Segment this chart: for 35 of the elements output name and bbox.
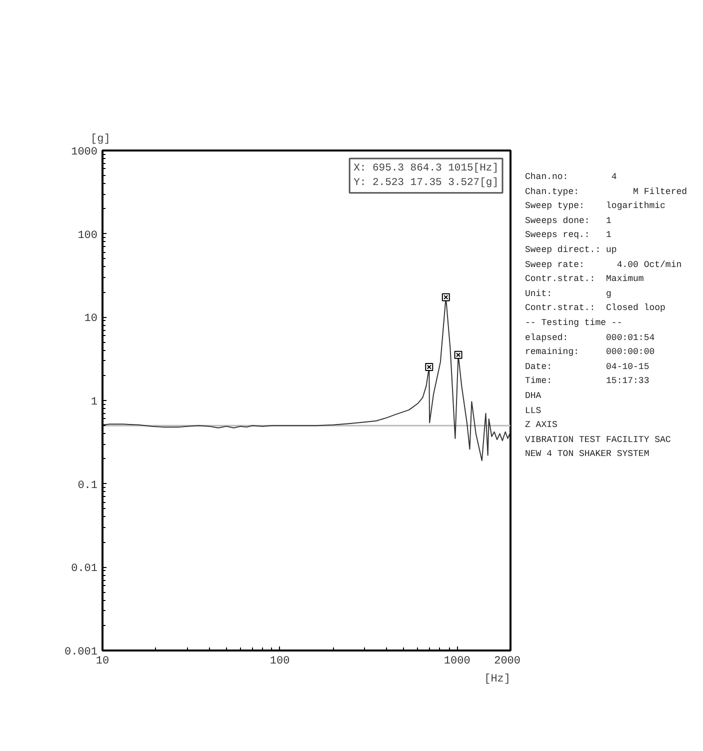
text: Z AXIS — [525, 420, 558, 430]
text: Sweep direct.: up — [525, 244, 617, 255]
text: Sweep rate: 4.00 Oct/min — [525, 260, 682, 270]
y-tick-label: 10 — [84, 313, 98, 326]
y-tick-label: 0.001 — [64, 646, 98, 658]
text: NEW 4 TON SHAKER SYSTEM — [525, 449, 650, 460]
text: Time: 15:17:33 — [525, 376, 650, 386]
text: Date: 04-10-15 — [525, 362, 650, 372]
text: Contr.strat.: Maximum — [525, 274, 644, 284]
x-tick-label: 10 — [96, 656, 110, 668]
text: Sweeps req.: 1 — [525, 230, 612, 240]
annotation: X: 695.3 864.3 1015[Hz] — [354, 162, 499, 174]
x-tick-label: 2000 — [494, 656, 520, 668]
y-tick-label: 0.1 — [78, 480, 98, 492]
text: VIBRATION TEST FACILITY SAC — [525, 434, 671, 445]
text: Sweeps done: 1 — [525, 216, 612, 226]
text: DHA — [525, 390, 542, 401]
y-axis-title: [g] — [90, 134, 110, 146]
x-tick-label: 100 — [270, 656, 290, 668]
text: Chan.no: 4 — [525, 172, 617, 182]
x-axis-title: [Hz] — [484, 674, 510, 686]
text: -- Testing time -- — [525, 318, 622, 328]
text: remaining: 000:00:00 — [525, 347, 655, 358]
annotation: Y: 2.523 17.35 3.527[g] — [354, 176, 499, 189]
text: Contr.strat.: Closed loop — [525, 303, 666, 314]
y-tick-label: 0.01 — [71, 563, 98, 576]
y-tick-label: 1 — [90, 396, 98, 408]
y-tick-label: 100 — [78, 230, 98, 242]
text: Unit: g — [525, 288, 612, 299]
text: Sweep type: logarithmic — [525, 201, 666, 212]
y-tick-label: 1000 — [71, 146, 98, 158]
text: LLS — [525, 406, 542, 416]
text: Chan.type: M Filtered — [525, 186, 688, 197]
text: elapsed: 000:01:54 — [525, 332, 655, 343]
x-tick-label: 1000 — [444, 656, 470, 668]
